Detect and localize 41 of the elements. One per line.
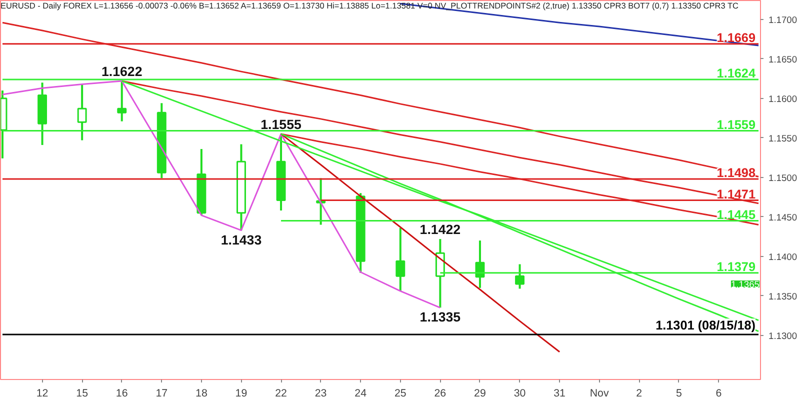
x-tick-label: 23 — [314, 388, 327, 400]
annotation: 1.1365 — [730, 279, 760, 290]
series-label: 1.1669 — [716, 30, 756, 45]
x-tick-label: 17 — [156, 388, 168, 400]
series-label: 1.1301 (08/15/18) — [656, 318, 756, 332]
y-tick-label: 1.1650 — [768, 54, 798, 64]
x-tick-label: Nov — [590, 388, 610, 400]
series-label: 1.1379 — [716, 260, 756, 274]
annotation: 1.1335 — [420, 310, 462, 325]
x-tick-label: 15 — [76, 388, 88, 400]
x-tick-label: 5 — [676, 388, 682, 400]
x-tick-label: 25 — [394, 388, 406, 400]
x-tick-label: 26 — [434, 388, 446, 400]
series-label: 1.1471 — [716, 187, 756, 202]
annotation: 1.1555 — [260, 116, 302, 132]
x-tick-label: 6 — [716, 388, 722, 400]
x-tick-label: 29 — [474, 388, 486, 400]
x-tick-label: 16 — [116, 388, 128, 400]
series-label: 1.1624 — [716, 66, 756, 80]
series-label: 1.1445 — [716, 208, 756, 222]
y-tick-label: 1.1600 — [768, 94, 798, 104]
x-tick-label: 30 — [514, 388, 526, 400]
x-tick-label: 2 — [636, 388, 642, 400]
annotation: 1.1433 — [220, 232, 262, 248]
x-tick-label: 31 — [554, 388, 566, 400]
series-label: 1.1559 — [716, 118, 756, 132]
x-tick-label: 18 — [196, 388, 208, 400]
y-tick-label: 1.1350 — [768, 291, 798, 302]
y-tick-label: 1.1700 — [768, 14, 798, 25]
y-tick-label: 1.1550 — [768, 133, 798, 144]
x-tick-label: 22 — [275, 388, 288, 400]
y-tick-label: 1.1500 — [768, 172, 798, 183]
x-tick-label: 12 — [36, 388, 48, 400]
y-tick-label: 1.1400 — [768, 252, 798, 262]
x-tick-label: 24 — [354, 388, 367, 400]
series-label: 1.1498 — [716, 166, 756, 180]
annotation: 1.1422 — [420, 222, 461, 237]
y-tick-label: 1.1450 — [768, 212, 798, 222]
x-tick-label: 19 — [235, 388, 248, 400]
y-tick-label: 1.1300 — [768, 330, 798, 341]
annotation: 1.1622 — [101, 64, 142, 80]
